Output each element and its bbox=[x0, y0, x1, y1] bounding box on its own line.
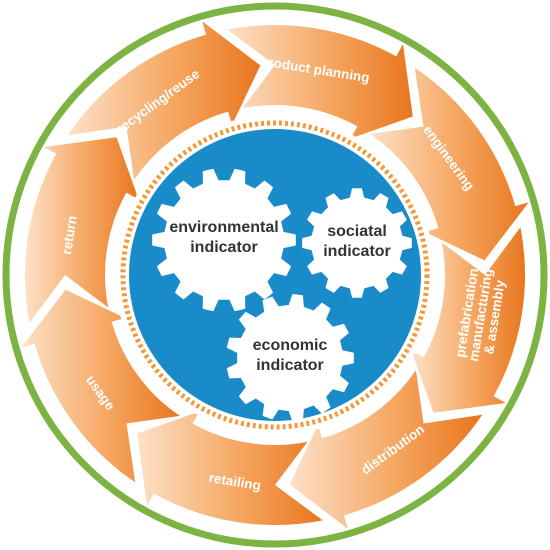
gear-economic-shape bbox=[226, 294, 354, 422]
stage-arrow-shape-distribution bbox=[289, 370, 483, 529]
stage-arrow-shape-recycling-reuse bbox=[67, 21, 261, 180]
gear-sociatal: sociatal indicator bbox=[302, 188, 412, 298]
stage-arrow-engineering: engineering bbox=[370, 67, 529, 261]
gear-economic-label-line1: economic bbox=[253, 337, 328, 354]
gear-sociatal-label-line2: indicator bbox=[323, 243, 391, 260]
gear-economic-label-line2: indicator bbox=[256, 357, 324, 374]
gear-sociatal-label-line1: sociatal bbox=[327, 223, 387, 240]
gear-environmental-label-line1: environmental bbox=[169, 219, 278, 236]
stage-arrow-shape-usage bbox=[21, 289, 180, 483]
stage-arrow-retailing: retailing bbox=[137, 411, 323, 526]
stage-arrow-prefabrication: prefabricationmanufacturing& assembly bbox=[411, 227, 525, 413]
stage-arrows: product planningengineeringprefabricatio… bbox=[21, 21, 529, 529]
gear-economic: economic indicator bbox=[226, 294, 354, 422]
gear-environmental-label-line2: indicator bbox=[190, 239, 258, 256]
stage-arrow-recycling-reuse: recycling/reuse bbox=[67, 21, 261, 180]
stage-arrow-product-planning: product planning bbox=[227, 25, 413, 139]
stage-arrow-distribution: distribution bbox=[289, 370, 483, 529]
gear-environmental: environmental indicator bbox=[152, 168, 296, 312]
stage-arrow-usage: usage bbox=[21, 289, 180, 483]
dotted-ring bbox=[120, 120, 430, 430]
stage-arrow-return: return bbox=[25, 137, 139, 323]
gear-environmental-shape bbox=[152, 168, 296, 312]
stage-arrow-shape-prefabrication bbox=[411, 227, 525, 413]
stage-label-return: return bbox=[59, 215, 80, 256]
stage-arrow-shape-retailing bbox=[137, 411, 323, 526]
stage-arrow-shape-product-planning bbox=[227, 25, 413, 139]
stage-arrow-shape-engineering bbox=[370, 67, 529, 261]
gear-sociatal-shape bbox=[302, 188, 412, 298]
stage-arrow-shape-return bbox=[25, 137, 139, 323]
